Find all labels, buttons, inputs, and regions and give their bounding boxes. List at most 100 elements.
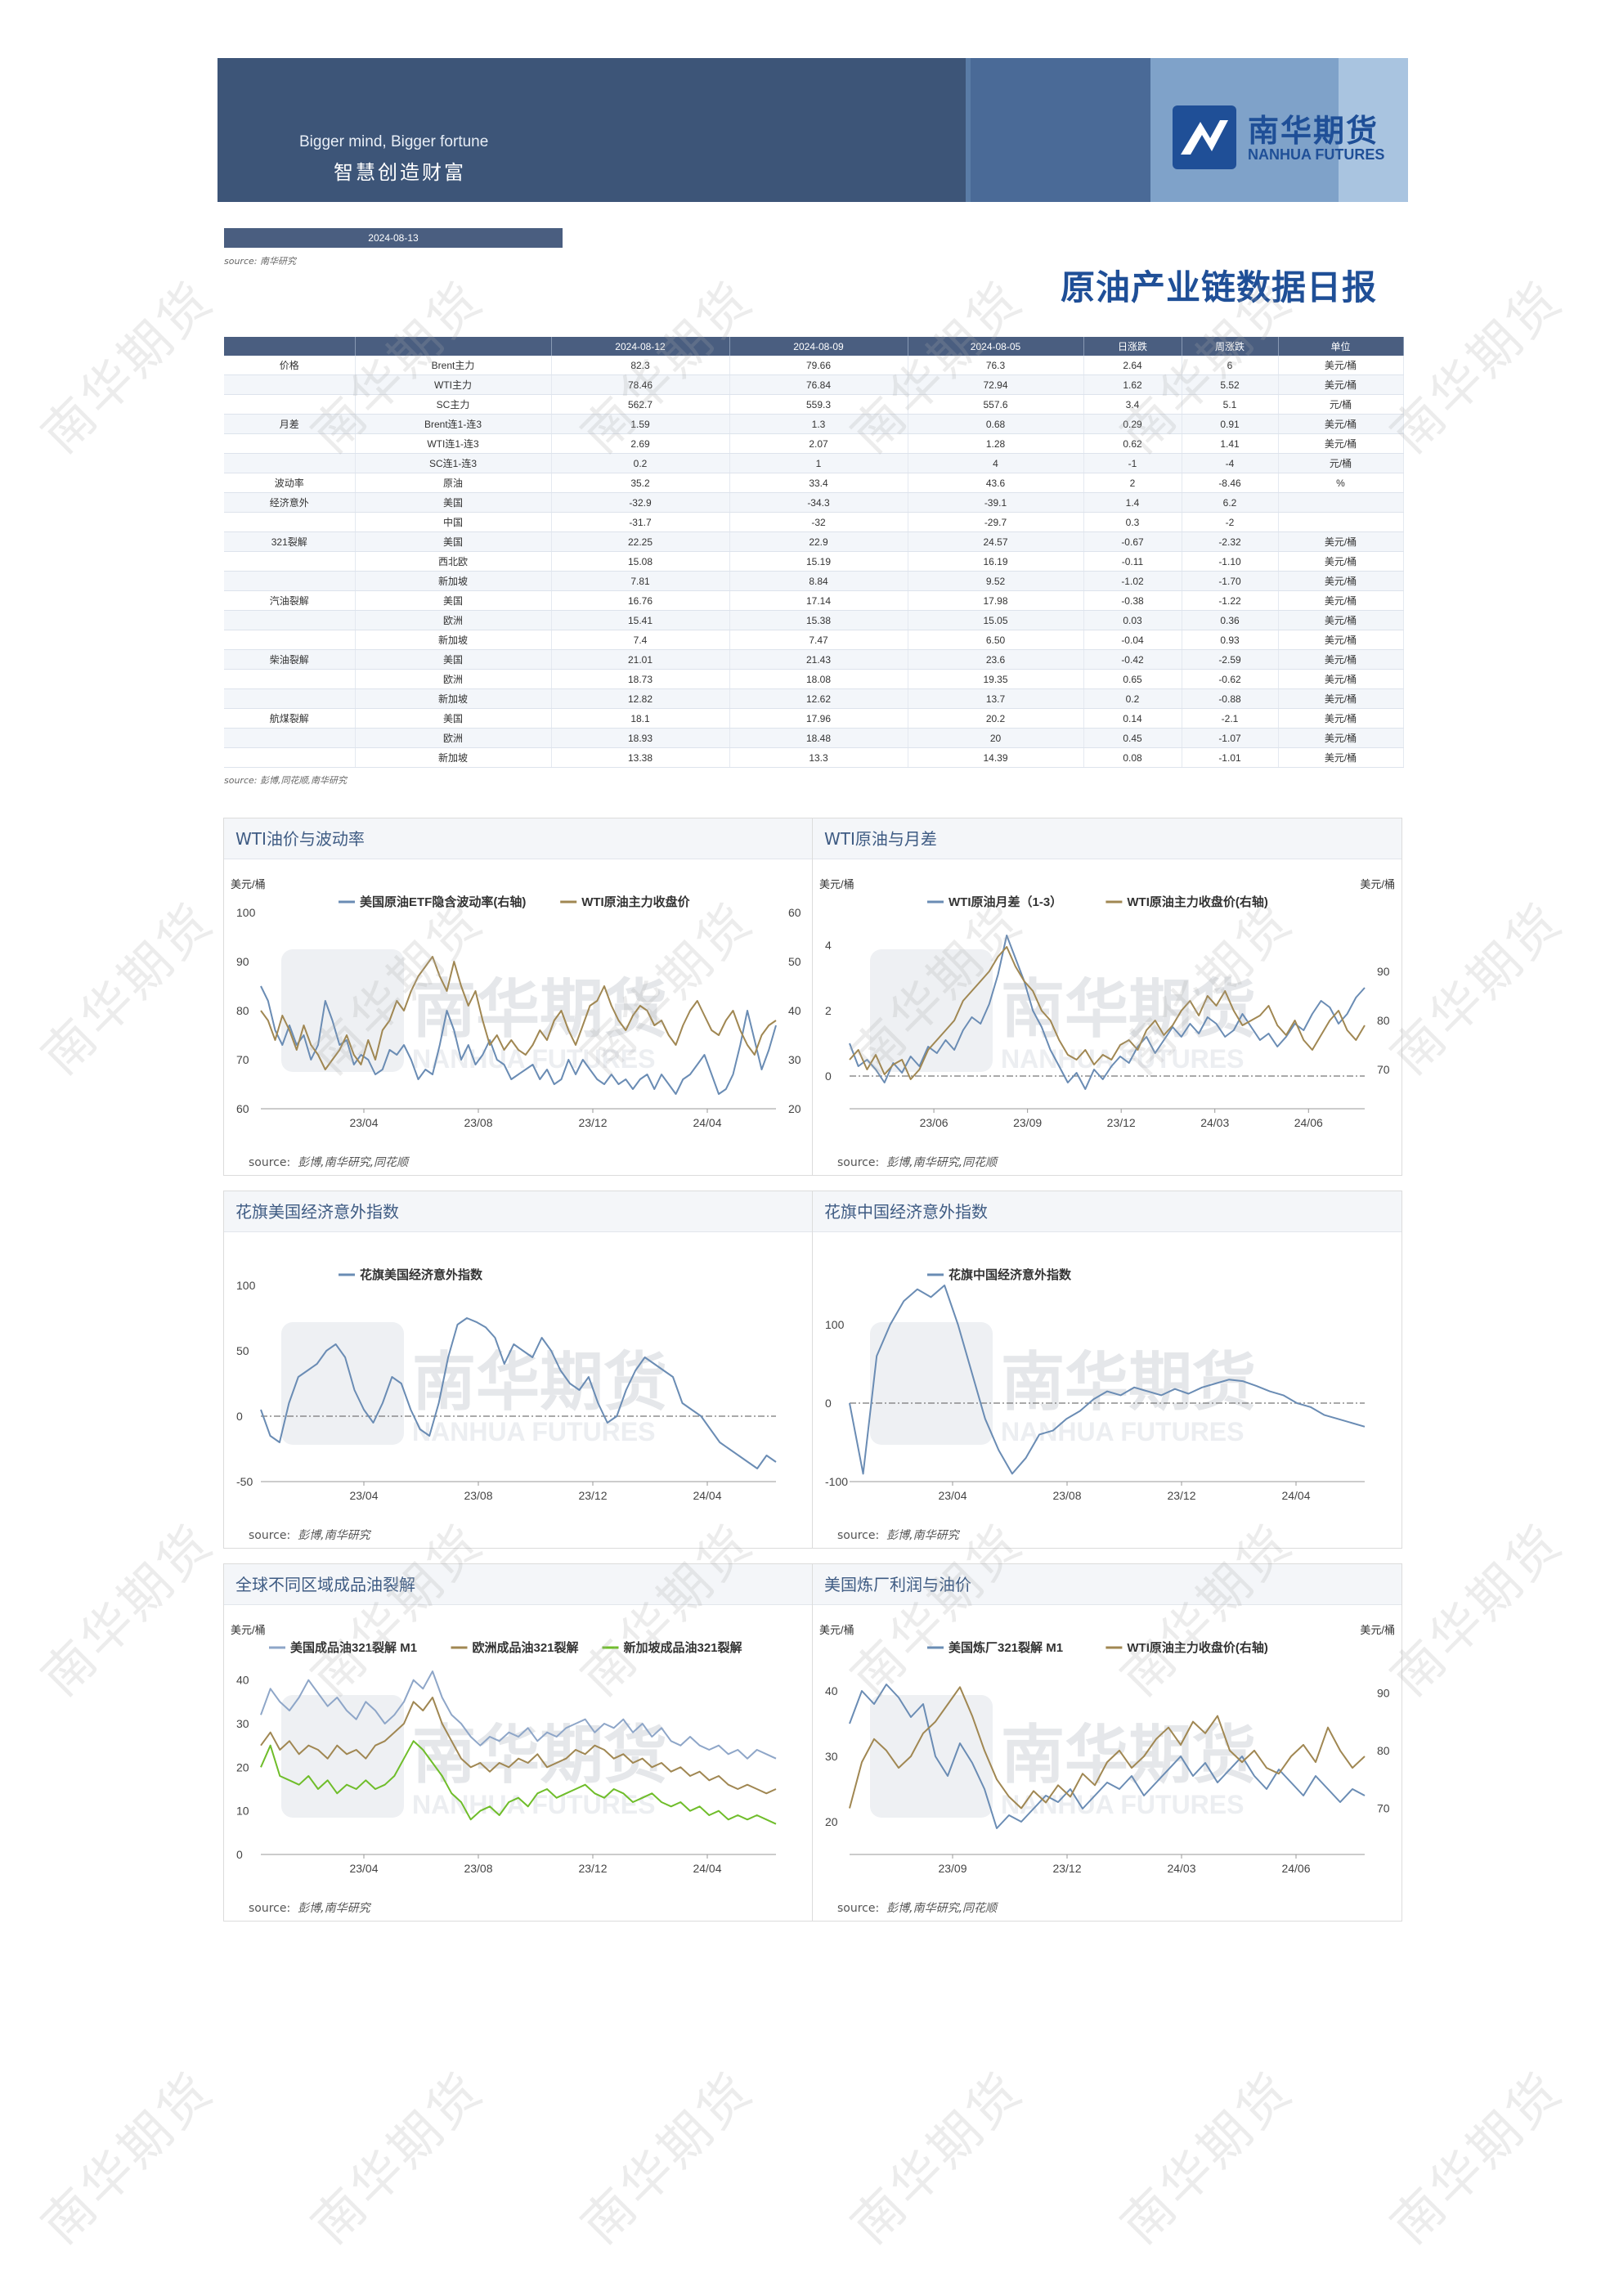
table-cell	[1278, 512, 1404, 532]
table-cell: 9.52	[908, 571, 1084, 591]
panel-watermark-en: NANHUA FUTURES	[412, 1417, 655, 1446]
watermark-logo-icon	[281, 1695, 404, 1818]
table-row: 欧洲 18.73 18.08 19.35 0.65 -0.62 美元/桶	[224, 669, 1404, 689]
legend-label: WTI原油月差（1-3）	[949, 895, 1062, 909]
table-row: 新加坡 7.81 8.84 9.52 -1.02 -1.70 美元/桶	[224, 571, 1404, 591]
y-tick-right: 90	[1377, 1686, 1390, 1699]
table-cell: 17.96	[729, 708, 908, 729]
table-cell: -0.67	[1083, 531, 1182, 552]
legend-label: WTI原油主力收盘价(右轴)	[1127, 895, 1267, 909]
table-cell: 美元/桶	[1278, 728, 1404, 748]
table-header-cell: 周涨跌	[1182, 337, 1279, 356]
logo-text-cn: 南华期货	[1248, 113, 1379, 149]
table-cell: 0.36	[1182, 610, 1279, 630]
x-tick-label: 23/04	[349, 1862, 378, 1875]
table-cell	[224, 688, 356, 709]
table-cell: 航煤裂解	[224, 708, 356, 729]
table-cell: 12.82	[551, 688, 730, 709]
table-cell: 2.69	[551, 433, 730, 454]
table-cell	[224, 433, 356, 454]
table-cell: 35.2	[551, 473, 730, 493]
y-tick-left: 100	[236, 1279, 256, 1292]
chart-panel-wti-vol: WTI油价与波动率 南华期货 NANHUA FUTURES 美元/桶 美国原油ETF隐…	[223, 818, 814, 1176]
y-tick-left: 100	[236, 906, 256, 919]
y-tick-right: 30	[788, 1053, 801, 1066]
banner-block	[971, 58, 1150, 202]
table-cell: -1.07	[1182, 728, 1279, 748]
table-cell: 7.81	[551, 571, 730, 591]
banner-block	[966, 58, 971, 202]
table-cell: 美元/桶	[1278, 571, 1404, 591]
table-cell: -34.3	[729, 492, 908, 513]
watermark-logo-icon	[281, 1322, 404, 1445]
company-logo: 南华期货 NANHUA FUTURES	[1173, 99, 1401, 173]
x-tick-label: 23/12	[578, 1116, 607, 1129]
y-tick-right: 90	[1377, 965, 1390, 978]
source-label: source:	[249, 1156, 291, 1169]
table-cell: -31.7	[551, 512, 730, 532]
table-cell: 美元/桶	[1278, 531, 1404, 552]
table-cell	[224, 551, 356, 572]
x-tick-label: 23/12	[578, 1489, 607, 1502]
x-tick-label: 23/09	[1013, 1116, 1042, 1129]
table-cell	[224, 394, 356, 415]
table-row: 经济意外 美国 -32.9 -34.3 -39.1 1.4 6.2	[224, 492, 1404, 513]
table-cell: 美元/桶	[1278, 669, 1404, 689]
table-cell: 柴油裂解	[224, 649, 356, 670]
table-cell: 经济意外	[224, 492, 356, 513]
table-cell: 0.2	[551, 453, 730, 473]
legend-label: WTI原油主力收盘价(右轴)	[1127, 1640, 1267, 1655]
table-cell: 美元/桶	[1278, 414, 1404, 434]
table-cell: 0.2	[1083, 688, 1182, 709]
table-cell: 3.4	[1083, 394, 1182, 415]
chart-source: source: 彭博,南华研究	[249, 1527, 370, 1543]
table-cell: 18.93	[551, 728, 730, 748]
source-value: 彭博,南华研究	[298, 1902, 370, 1915]
table-cell: 0.91	[1182, 414, 1279, 434]
table-cell: 8.84	[729, 571, 908, 591]
table-cell: 0.08	[1083, 747, 1182, 768]
x-tick-label: 24/04	[693, 1116, 721, 1129]
y-tick-right: 60	[788, 906, 801, 919]
panel-watermark-en: NANHUA FUTURES	[412, 1790, 655, 1819]
table-cell: 20.2	[908, 708, 1084, 729]
table-cell: 18.48	[729, 728, 908, 748]
watermark-logo-icon	[870, 1695, 993, 1818]
table-cell: 82.3	[551, 356, 730, 375]
table-cell: 13.3	[729, 747, 908, 768]
table-cell: 5.52	[1182, 374, 1279, 395]
table-cell: 19.35	[908, 669, 1084, 689]
table-cell: 17.14	[729, 590, 908, 611]
table-header-cell: 2024-08-05	[908, 337, 1084, 356]
source-value: 彭博,南华研究	[298, 1529, 370, 1542]
table-cell: 78.46	[551, 374, 730, 395]
panel-watermark-en: NANHUA FUTURES	[1001, 1790, 1244, 1819]
table-row: 新加坡 13.38 13.3 14.39 0.08 -1.01 美元/桶	[224, 747, 1404, 768]
x-tick-label: 23/12	[1052, 1862, 1081, 1875]
table-cell: 18.1	[551, 708, 730, 729]
table-cell: -2.1	[1182, 708, 1279, 729]
table-cell: 18.08	[729, 669, 908, 689]
series-line	[849, 1686, 1366, 1809]
report-date: 2024-08-13	[224, 228, 563, 248]
table-cell: 12.62	[729, 688, 908, 709]
x-tick-label: 24/04	[1281, 1489, 1310, 1502]
table-cell: Brent主力	[355, 356, 552, 375]
table-cell: -0.04	[1083, 630, 1182, 650]
table-cell: 元/桶	[1278, 453, 1404, 473]
series-line	[849, 946, 1366, 1080]
table-row: SC连1-连3 0.2 1 4 -1 -4 元/桶	[224, 453, 1404, 473]
table-cell: 元/桶	[1278, 394, 1404, 415]
table-cell: -1	[1083, 453, 1182, 473]
chart-title: WTI原油与月差	[813, 818, 1401, 859]
table-cell: %	[1278, 473, 1404, 493]
y-tick-left: 10	[236, 1805, 249, 1818]
table-cell: 321裂解	[224, 531, 356, 552]
y-tick-left: 20	[825, 1815, 838, 1828]
source-label: source:	[837, 1529, 880, 1542]
y-tick-right: 70	[1377, 1063, 1390, 1076]
y-tick-left: 80	[236, 1004, 249, 1017]
table-cell: -0.88	[1182, 688, 1279, 709]
watermark-logo-icon	[870, 1322, 993, 1445]
table-cell: 22.9	[729, 531, 908, 552]
